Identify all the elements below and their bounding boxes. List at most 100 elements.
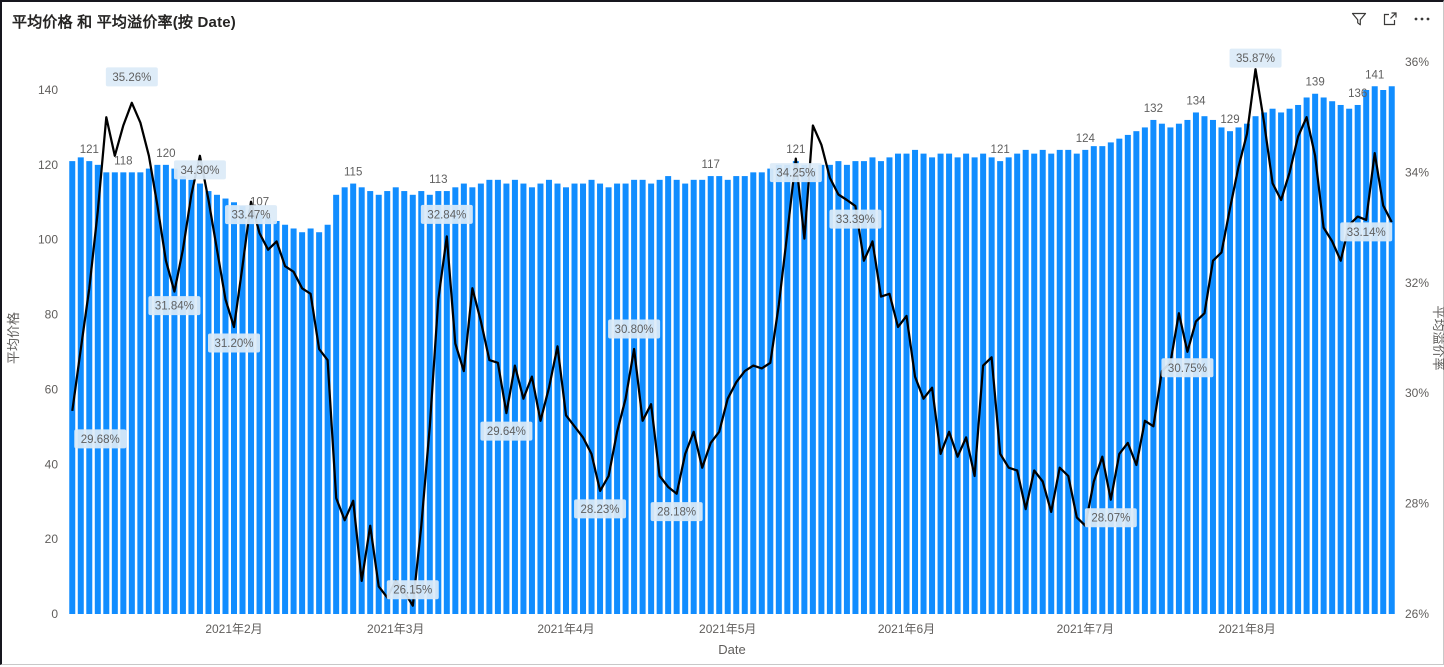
price-bar[interactable] [231,202,237,614]
price-bar[interactable] [733,176,739,614]
price-bar[interactable] [461,184,467,614]
price-bar[interactable] [759,172,765,614]
price-bar[interactable] [1329,101,1335,614]
price-bar[interactable] [1065,150,1071,614]
price-bar[interactable] [376,195,382,614]
price-bar[interactable] [367,191,373,614]
price-bar[interactable] [827,165,833,614]
price-bar[interactable] [1108,142,1114,614]
price-bar[interactable] [137,172,143,614]
focus-mode-icon[interactable] [1382,11,1398,27]
price-bar[interactable] [1057,150,1063,614]
price-bar[interactable] [1389,86,1395,614]
price-bar[interactable] [1295,105,1301,614]
price-bar[interactable] [708,176,714,614]
price-bar[interactable] [1236,127,1242,614]
price-bar[interactable] [188,180,194,614]
price-bar[interactable] [938,154,944,614]
price-bar[interactable] [1150,120,1156,614]
price-bar[interactable] [606,187,612,614]
price-bar[interactable] [946,154,952,614]
price-bar[interactable] [342,187,348,614]
price-bar[interactable] [333,195,339,614]
price-bar[interactable] [810,169,816,614]
price-bar[interactable] [1380,90,1386,614]
price-bar[interactable] [597,184,603,614]
price-bar[interactable] [793,161,799,614]
price-bar[interactable] [1261,112,1267,614]
price-bar[interactable] [512,180,518,614]
price-bar[interactable] [1031,154,1037,614]
price-bar[interactable] [171,169,177,614]
price-bar[interactable] [904,154,910,614]
price-bar[interactable] [691,180,697,614]
price-bar[interactable] [1091,146,1097,614]
price-bar[interactable] [129,172,135,614]
price-bar[interactable] [750,172,756,614]
price-bar[interactable] [674,180,680,614]
price-bar[interactable] [120,172,126,614]
price-bar[interactable] [1321,97,1327,614]
price-bar[interactable] [1099,146,1105,614]
price-bar[interactable] [852,161,858,614]
price-bar[interactable] [69,161,75,614]
price-bar[interactable] [1006,157,1012,614]
price-bar[interactable] [921,154,927,614]
filter-icon[interactable] [1351,11,1367,27]
price-bar[interactable] [1023,150,1029,614]
price-bar[interactable] [384,191,390,614]
price-bar[interactable] [648,184,654,614]
price-bar[interactable] [972,157,978,614]
price-bar[interactable] [486,180,492,614]
price-bar[interactable] [997,161,1003,614]
price-bar[interactable] [265,217,271,614]
price-bar[interactable] [163,165,169,614]
price-bar[interactable] [154,165,160,614]
price-bar[interactable] [478,184,484,614]
price-bar[interactable] [665,176,671,614]
price-bar[interactable] [1244,124,1250,614]
price-bar[interactable] [86,161,92,614]
price-bar[interactable] [537,184,543,614]
price-bar[interactable] [895,154,901,614]
price-bar[interactable] [767,169,773,614]
price-bar[interactable] [1082,150,1088,614]
price-bar[interactable] [614,184,620,614]
price-bar[interactable] [495,180,501,614]
price-bar[interactable] [282,225,288,614]
price-bar[interactable] [1218,127,1224,614]
price-bar[interactable] [716,176,722,614]
price-bar[interactable] [1278,112,1284,614]
price-bar[interactable] [257,214,263,614]
price-bar[interactable] [308,228,314,614]
price-bar[interactable] [410,195,416,614]
price-bar[interactable] [1048,154,1054,614]
price-bar[interactable] [350,184,356,614]
price-bar[interactable] [274,221,280,614]
price-bar[interactable] [572,184,578,614]
price-bar[interactable] [1346,109,1352,614]
price-bar[interactable] [112,172,118,614]
price-bar[interactable] [1253,116,1259,614]
price-bar[interactable] [886,157,892,614]
more-options-icon[interactable] [1413,11,1431,27]
price-bar[interactable] [631,180,637,614]
price-bar[interactable] [844,165,850,614]
price-bar[interactable] [452,187,458,614]
price-bar[interactable] [963,154,969,614]
price-bar[interactable] [401,191,407,614]
price-bar[interactable] [1133,131,1139,614]
price-bar[interactable] [1040,150,1046,614]
price-bar[interactable] [742,176,748,614]
price-bar[interactable] [554,184,560,614]
price-bar[interactable] [1363,90,1369,614]
price-bar[interactable] [878,161,884,614]
price-bar[interactable] [589,180,595,614]
price-bar[interactable] [146,169,152,614]
price-bar[interactable] [316,232,322,614]
price-bar[interactable] [469,187,475,614]
price-bar[interactable] [1116,139,1122,614]
price-bar[interactable] [1355,105,1361,614]
price-bar[interactable] [103,172,109,614]
